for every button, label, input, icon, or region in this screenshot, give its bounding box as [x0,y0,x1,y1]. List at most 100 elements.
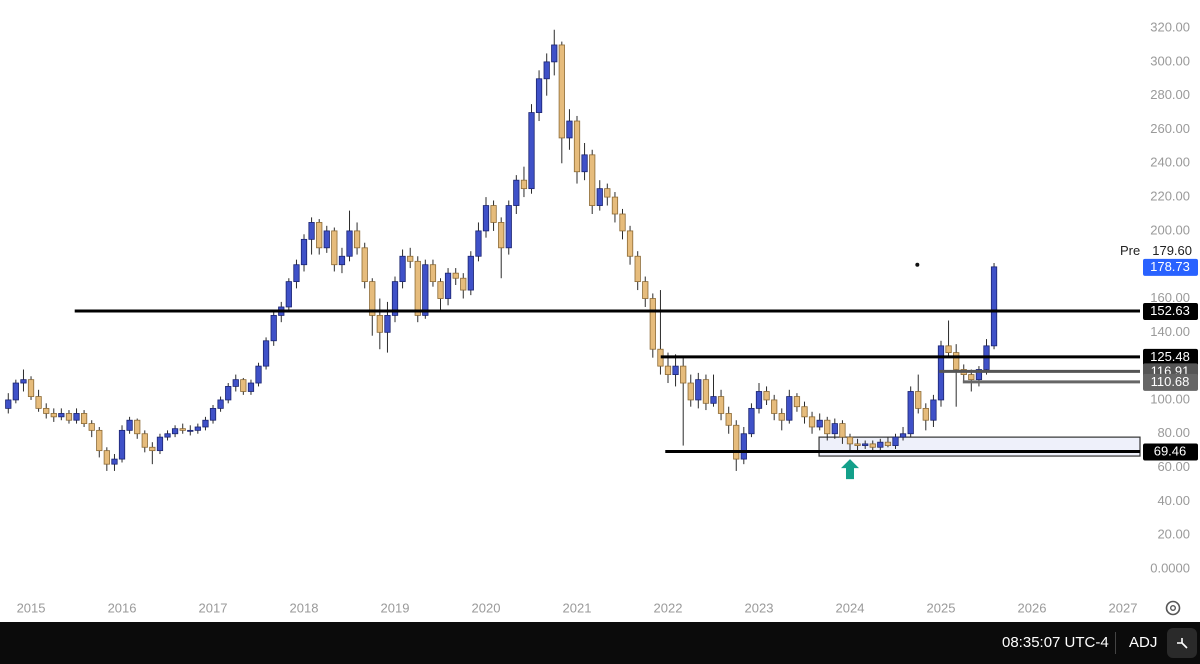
candle-body [551,44,558,63]
candle-body [217,399,224,409]
candle-body [482,205,490,232]
candle-body [824,419,831,435]
candle-body [179,428,186,431]
candle-body [452,272,459,279]
y-tick-label: 300.00 [1150,53,1190,68]
candle-body [437,281,444,299]
candle-body [475,230,482,257]
candle-body [801,406,808,418]
candle-body [399,255,406,283]
candle-body [733,424,740,460]
candle-body [930,399,937,421]
candle-body [975,369,983,381]
candle-body [429,264,437,283]
candle-body [240,379,247,392]
candle-body [528,112,535,190]
plot-area [5,29,1141,480]
last-price-label: 178.73 [1150,259,1190,274]
candle-body [513,179,520,206]
price-label-box [1143,302,1198,320]
candle-body [27,379,35,397]
x-tick-label: 2019 [381,600,410,615]
clock: 08:35:07 UTC-4 [1002,634,1109,651]
candle-body [953,352,960,370]
candle-body [535,78,543,113]
candle-body [293,264,300,283]
candle-body [771,399,778,414]
y-tick-label: 240.00 [1150,155,1190,170]
gear-hub [1170,605,1176,611]
candle-body [846,436,854,445]
chart: 2015 2016 2017 2018 2019 2020 2021 2022 2023 2024… [5,19,1198,616]
candle-body [573,120,581,173]
candle-body [649,298,656,350]
x-tick-label: 2023 [745,600,774,615]
price-label: 69.46 [1154,443,1187,458]
candle-body [353,230,361,249]
candle-body [869,443,876,448]
candle-body [748,407,755,435]
candle-body [194,426,201,431]
candle-body [581,154,588,173]
x-tick-label: 2017 [199,600,228,615]
candle-body [65,413,73,421]
candle-body [596,188,603,206]
candle-body [839,423,846,438]
candle-body [331,230,338,266]
settings-icon[interactable] [1165,600,1181,616]
zone-box [818,436,1141,457]
candle-body [710,396,717,404]
candle-body [862,443,869,446]
price-label: 152.63 [1150,303,1190,318]
candle-body [316,222,323,249]
candle-body [285,281,292,308]
candle-body [793,396,801,408]
candle-body [778,413,785,421]
candle-body [369,281,376,316]
x-tick-label: 2020 [472,600,501,615]
candle-body [20,379,27,384]
candle-body [414,260,421,316]
axes: 2015 2016 2017 2018 2019 2020 2021 2022 2023 2024… [17,19,1198,615]
gear [1165,600,1181,616]
candle-body [323,230,330,249]
candle-body [664,365,672,375]
price-label-box [1143,348,1198,366]
candle-body [877,441,884,448]
candle-body [376,315,383,333]
candle-body [126,419,133,431]
candle-body [786,396,793,421]
expand-button[interactable] [1167,628,1197,658]
candle-body [543,61,550,80]
candle-body [171,428,179,435]
candle-body [717,396,725,414]
candle-body [58,413,65,418]
adjust-toggle[interactable]: ADJ [1129,634,1158,651]
candle-body [156,436,164,452]
candle-body [247,382,255,392]
candle-body [407,255,414,262]
candle-body [270,315,277,342]
candle-body [111,458,118,465]
candle-body [88,423,95,431]
candle-body [702,379,710,404]
candle-body [187,429,194,432]
candle-body [892,436,899,446]
candle-body [118,429,126,460]
candle-body [884,441,892,446]
candle-body [346,230,353,257]
candle-body [725,413,732,426]
candle-body [604,188,611,198]
x-tick-label: 2024 [836,600,865,615]
candle-body [134,419,141,435]
candle-body [740,433,747,460]
candle-body [391,281,399,316]
candle-body [945,345,952,354]
candle-body [308,222,315,240]
price-label: 125.48 [1150,349,1190,364]
x-tick-label: 2021 [563,600,592,615]
candle-body [35,396,42,409]
x-tick-label: 2026 [1018,600,1047,615]
candle-body [611,196,619,215]
candle-body [467,255,474,291]
